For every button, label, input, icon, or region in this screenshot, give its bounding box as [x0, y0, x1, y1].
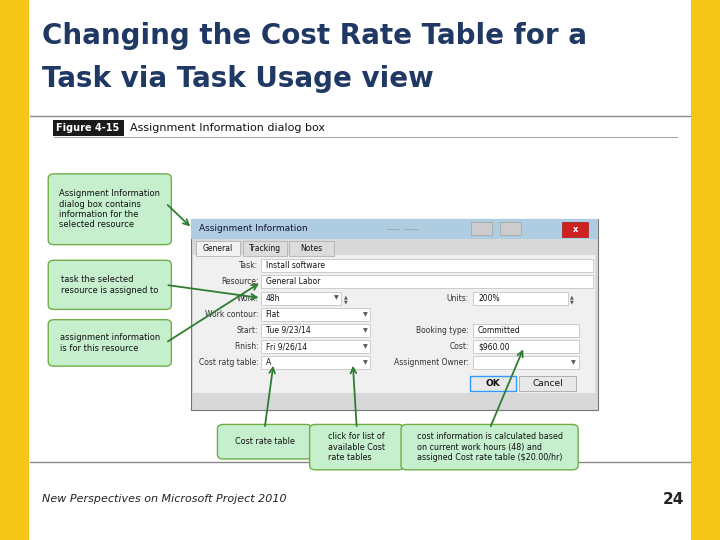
FancyBboxPatch shape [191, 219, 598, 239]
Text: Task via Task Usage view: Task via Task Usage view [42, 65, 433, 93]
Text: cost information is calculated based
on current work hours (48) and
assigned Cos: cost information is calculated based on … [417, 432, 562, 462]
Text: Work contour:: Work contour: [205, 310, 258, 319]
FancyBboxPatch shape [261, 356, 370, 369]
Text: Booking type:: Booking type: [416, 326, 469, 335]
FancyBboxPatch shape [196, 241, 240, 256]
Text: Tue 9/23/14: Tue 9/23/14 [266, 326, 310, 335]
Text: Flat: Flat [266, 310, 280, 319]
Text: ▲: ▲ [344, 294, 348, 299]
Text: Install software: Install software [266, 261, 325, 270]
FancyBboxPatch shape [519, 376, 576, 391]
Text: Cost ratg table:: Cost ratg table: [199, 359, 258, 367]
FancyBboxPatch shape [0, 0, 29, 540]
Text: Cancel: Cancel [532, 379, 563, 388]
Text: Fri 9/26/14: Fri 9/26/14 [266, 342, 307, 351]
Text: Assignment Information: Assignment Information [199, 225, 308, 233]
Text: Resource:: Resource: [221, 278, 258, 286]
Text: ▼: ▼ [363, 312, 367, 317]
Text: ▼: ▼ [363, 360, 367, 366]
Text: Committed: Committed [478, 326, 521, 335]
FancyBboxPatch shape [562, 222, 588, 237]
FancyBboxPatch shape [48, 174, 171, 245]
Text: ▼: ▼ [363, 344, 367, 349]
Text: Assignment Owner:: Assignment Owner: [394, 359, 469, 367]
Text: General Labor: General Labor [266, 278, 320, 286]
FancyBboxPatch shape [261, 324, 370, 337]
FancyBboxPatch shape [310, 424, 404, 470]
Text: click for list of
available Cost
rate tables: click for list of available Cost rate ta… [328, 432, 385, 462]
FancyBboxPatch shape [261, 259, 593, 272]
Text: Tracking: Tracking [249, 245, 281, 253]
FancyBboxPatch shape [48, 260, 171, 309]
Text: Cost rate table: Cost rate table [235, 437, 294, 446]
Text: Task:: Task: [239, 261, 258, 270]
Text: Cost:: Cost: [449, 342, 469, 351]
Text: Assignment Information dialog box: Assignment Information dialog box [130, 123, 325, 133]
Text: OK: OK [486, 379, 500, 388]
Text: A: A [266, 359, 271, 367]
FancyBboxPatch shape [500, 222, 521, 235]
Text: 200%: 200% [478, 294, 500, 302]
FancyBboxPatch shape [261, 292, 341, 305]
Text: ▼: ▼ [344, 299, 348, 305]
FancyBboxPatch shape [53, 120, 124, 136]
FancyBboxPatch shape [473, 340, 579, 353]
Text: Figure 4-15: Figure 4-15 [56, 123, 120, 133]
FancyBboxPatch shape [261, 275, 593, 288]
FancyBboxPatch shape [473, 324, 579, 337]
FancyBboxPatch shape [243, 241, 287, 256]
Text: Notes: Notes [301, 245, 323, 253]
FancyBboxPatch shape [217, 424, 312, 459]
FancyBboxPatch shape [193, 255, 595, 393]
FancyBboxPatch shape [473, 292, 568, 305]
Text: Finish:: Finish: [234, 342, 258, 351]
FancyBboxPatch shape [261, 308, 370, 321]
Text: ▼: ▼ [363, 328, 367, 333]
Text: Units:: Units: [446, 294, 469, 302]
Text: 48h: 48h [266, 294, 280, 302]
FancyBboxPatch shape [691, 0, 720, 540]
FancyBboxPatch shape [401, 424, 578, 470]
Text: ——  ——: —— —— [386, 226, 418, 232]
FancyBboxPatch shape [289, 241, 334, 256]
FancyBboxPatch shape [261, 340, 370, 353]
Text: Assignment Information
dialog box contains
information for the
selected resource: Assignment Information dialog box contai… [59, 189, 161, 230]
Text: x: x [572, 225, 578, 234]
Text: ▼: ▼ [334, 295, 338, 301]
Text: Changing the Cost Rate Table for a: Changing the Cost Rate Table for a [42, 22, 587, 50]
Text: Start:: Start: [237, 326, 258, 335]
Text: ▼: ▼ [570, 299, 574, 305]
Text: Work:: Work: [237, 294, 258, 302]
Text: task the selected
resource is assigned to: task the selected resource is assigned t… [61, 275, 158, 294]
FancyBboxPatch shape [48, 320, 171, 366]
FancyBboxPatch shape [470, 376, 516, 391]
Text: ▲: ▲ [570, 294, 574, 299]
Text: New Perspectives on Microsoft Project 2010: New Perspectives on Microsoft Project 20… [42, 495, 287, 504]
Text: General: General [203, 245, 233, 253]
FancyBboxPatch shape [473, 356, 579, 369]
Text: 24: 24 [662, 492, 684, 507]
Text: $960.00: $960.00 [478, 342, 510, 351]
FancyBboxPatch shape [471, 222, 492, 235]
Text: assignment information
is for this resource: assignment information is for this resou… [60, 333, 160, 353]
FancyBboxPatch shape [191, 219, 598, 410]
Text: ▼: ▼ [572, 360, 576, 366]
